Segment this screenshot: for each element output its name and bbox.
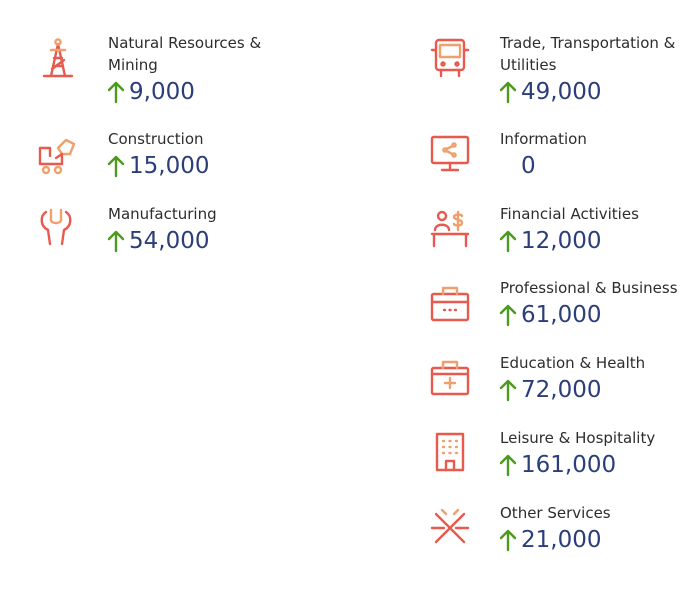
industry-label: Education & Health: [500, 354, 646, 372]
industry-value: 21,000: [498, 526, 601, 554]
up-arrow-icon: [106, 229, 126, 253]
monitor-share-icon: [428, 132, 472, 176]
industry-label: Financial Activities: [500, 205, 639, 223]
up-arrow-icon: [498, 229, 518, 253]
industry-label-line2: Utilities: [500, 56, 557, 74]
banker-icon: [428, 206, 472, 250]
construction-icon: [36, 134, 80, 178]
industry-value-text: 161,000: [521, 452, 617, 478]
up-arrow-icon: [498, 453, 518, 477]
industry-label-line1: Natural Resources &: [108, 34, 262, 52]
up-arrow-icon: [498, 303, 518, 327]
industry-label: Information: [500, 130, 587, 148]
industry-value-text: 49,000: [521, 79, 602, 105]
industry-value-text: 12,000: [521, 228, 602, 254]
industry-value: 12,000: [498, 227, 601, 255]
up-arrow-icon: [498, 528, 518, 552]
industry-value: 72,000: [498, 376, 601, 404]
industry-value-text: 21,000: [521, 527, 602, 553]
bus-icon: [428, 36, 472, 80]
industry-label-line2: Mining: [108, 56, 158, 74]
industry-value: 61,000: [498, 301, 601, 329]
industry-label: Construction: [108, 130, 204, 148]
industry-value: 49,000: [498, 78, 601, 106]
oil-derrick-icon: [36, 36, 80, 80]
industry-value: 0: [498, 152, 536, 180]
up-arrow-icon: [498, 80, 518, 104]
industry-value-text: 72,000: [521, 377, 602, 403]
crossed-tools-icon: [428, 506, 472, 550]
industry-value-text: 54,000: [129, 228, 210, 254]
up-arrow-icon: [106, 154, 126, 178]
industry-label-line1: Trade, Transportation &: [500, 34, 676, 52]
industry-value: 54,000: [106, 227, 209, 255]
industry-label: Professional & Business: [500, 279, 678, 297]
industry-label: Manufacturing: [108, 205, 217, 223]
briefcase-icon: [428, 282, 472, 326]
industry-label: Leisure & Hospitality: [500, 429, 656, 447]
industry-value-text: 9,000: [129, 79, 195, 105]
medical-kit-icon: [428, 356, 472, 400]
up-arrow-icon: [106, 80, 126, 104]
industry-value-text: 15,000: [129, 153, 210, 179]
industry-value-text: 61,000: [521, 302, 602, 328]
up-arrow-icon: [498, 378, 518, 402]
industry-value: 15,000: [106, 152, 209, 180]
wrench-icon: [34, 206, 78, 250]
industry-value: 161,000: [498, 451, 616, 479]
industry-label: Other Services: [500, 504, 611, 522]
industry-value: 9,000: [106, 78, 195, 106]
industry-value-text: 0: [521, 153, 536, 179]
hotel-icon: [428, 430, 472, 474]
